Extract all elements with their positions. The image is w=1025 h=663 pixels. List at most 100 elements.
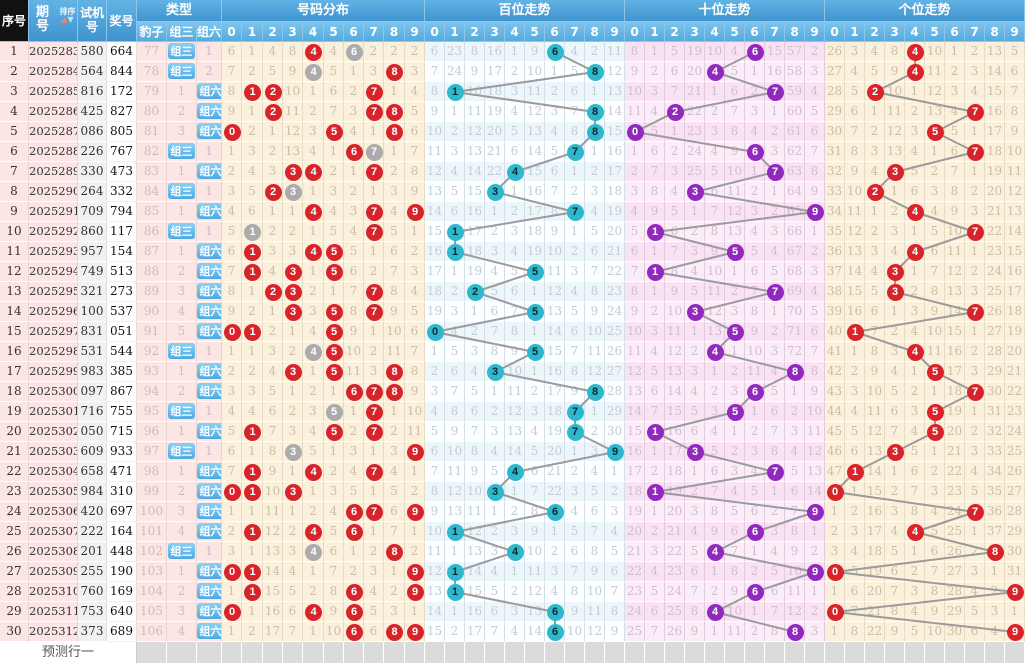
units-cell: 7 — [1005, 82, 1025, 102]
period-cell: 2025291 — [29, 202, 78, 222]
dist-hit-circle: 5 — [325, 323, 343, 341]
units-cell: 8 — [845, 622, 865, 642]
tens-cell: 4 — [745, 222, 765, 242]
units-cell: 8 — [925, 582, 945, 602]
tens-cell: 11 — [745, 362, 765, 382]
units-cell: 20 — [945, 422, 965, 442]
tens-cell: 2 — [805, 542, 825, 562]
tens-cell: 5 — [645, 362, 665, 382]
prize-cell: 715 — [107, 422, 137, 442]
units-cell: 14 — [945, 302, 965, 322]
hundreds-cell: 4 — [545, 122, 565, 142]
dist-cell: 1 — [283, 502, 303, 522]
dist-cell: 2 — [364, 262, 384, 282]
baozi-cell: 85 — [137, 202, 167, 222]
units-cell: 30 — [825, 122, 845, 142]
units-cell: 6 — [1005, 62, 1025, 82]
dist-cell: 4 — [364, 582, 384, 602]
dist-cell: 4 — [222, 402, 242, 422]
tens-cell: 10 — [705, 262, 725, 282]
dist-cell: 1 — [303, 82, 324, 102]
units-cell: 21 — [985, 202, 1005, 222]
units-cell: 24 — [985, 262, 1005, 282]
hundreds-cell: 18 — [465, 242, 485, 262]
hundreds-cell: 17 — [525, 202, 545, 222]
units-cell: 4 — [865, 162, 885, 182]
zu3-cell: 1 — [167, 362, 197, 382]
test-cell: 957 — [78, 242, 107, 262]
units-cell: 3 — [965, 562, 985, 582]
dist-hit-circle: 7 — [365, 423, 383, 441]
zu6-cell: 1 — [197, 142, 222, 162]
hundreds-cell: 14 — [545, 322, 565, 342]
dist-cell: 1 — [384, 142, 405, 162]
tens-hit-circle: 6 — [746, 583, 764, 601]
units-hit-circle: 1 — [846, 323, 864, 341]
period-cell: 2025295 — [29, 282, 78, 302]
units-cell: 1 — [965, 162, 985, 182]
footer-empty-cell — [705, 642, 725, 663]
hundreds-cell: 3 — [485, 242, 505, 262]
hundreds-cell: 6 — [505, 142, 525, 162]
dist-cell: 1 — [303, 562, 324, 582]
units-cell: 10 — [865, 382, 885, 402]
units-cell: 10 — [885, 82, 905, 102]
tens-cell: 8 — [765, 442, 785, 462]
units-cell: 4 — [965, 462, 985, 482]
units-cell: 26 — [1005, 462, 1025, 482]
hundreds-cell: 3 — [505, 222, 525, 242]
units-cell: 13 — [865, 442, 885, 462]
hundreds-cell: 3 — [565, 262, 585, 282]
hundreds-cell: 1 — [565, 162, 585, 182]
units-cell: 14 — [845, 262, 865, 282]
units-hit-circle: 5 — [926, 403, 944, 421]
dist-cell: 4 — [405, 82, 425, 102]
dist-cell: 13 — [263, 542, 283, 562]
prize-cell: 169 — [107, 582, 137, 602]
tens-cell: 63 — [785, 162, 805, 182]
dist-cell: 1 — [405, 602, 425, 622]
dist-cell: 1 — [364, 122, 384, 142]
sort-asc-icon[interactable]: ▲ — [61, 15, 68, 24]
dist-hit-circle: 2 — [264, 183, 282, 201]
sort-control[interactable]: 排序 ▲▼ — [59, 8, 76, 24]
hundreds-cell: 3 — [485, 422, 505, 442]
units-cell: 20 — [1005, 342, 1025, 362]
hundreds-hit-circle: 1 — [446, 523, 464, 541]
tens-cell: 6 — [805, 122, 825, 142]
tens-cell: 5 — [785, 462, 805, 482]
sort-desc-icon[interactable]: ▼ — [67, 15, 74, 24]
tens-cell: 3 — [765, 522, 785, 542]
hundreds-hit-circle: 1 — [446, 563, 464, 581]
tens-cell: 3 — [765, 222, 785, 242]
hundreds-cell: 3 — [545, 102, 565, 122]
tens-cell: 5 — [765, 262, 785, 282]
tens-cell: 3 — [705, 122, 725, 142]
tens-cell: 6 — [765, 582, 785, 602]
dist-hit-circle: 7 — [365, 283, 383, 301]
tens-cell: 2 — [745, 182, 765, 202]
dist-cell: 4 — [324, 502, 344, 522]
dist-cell: 1 — [283, 322, 303, 342]
tens-cell: 25 — [625, 622, 645, 642]
type-badge: 组三 — [168, 43, 195, 59]
test-cell: 086 — [78, 122, 107, 142]
baozi-cell: 102 — [137, 542, 167, 562]
hundreds-cell: 7 — [485, 322, 505, 342]
units-cell: 2 — [865, 222, 885, 242]
hundreds-cell: 8 — [505, 322, 525, 342]
type-badge: 组六 — [197, 123, 221, 139]
units-cell: 3 — [905, 302, 925, 322]
units-cell: 3 — [925, 482, 945, 502]
period-cell: 2025292 — [29, 222, 78, 242]
tens-cell: 60 — [785, 102, 805, 122]
units-cell: 28 — [985, 342, 1005, 362]
units-cell: 2 — [965, 342, 985, 362]
dist-hit-circle: 1 — [244, 243, 261, 261]
prize-cell: 310 — [107, 482, 137, 502]
tens-cell: 2 — [745, 422, 765, 442]
hundreds-cell: 9 — [465, 62, 485, 82]
dist-hit-circle: 8 — [386, 623, 403, 641]
hundreds-cell: 11 — [445, 462, 465, 482]
period-cell: 2025288 — [29, 142, 78, 162]
